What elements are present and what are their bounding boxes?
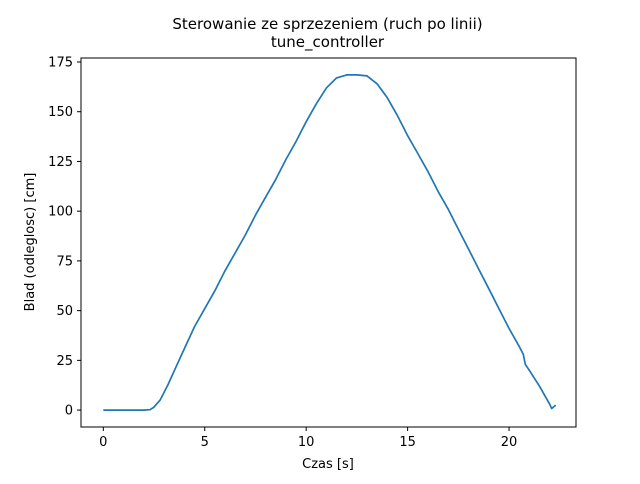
x-tick-label: 5 bbox=[201, 435, 209, 450]
y-tick-label: 125 bbox=[48, 155, 73, 170]
plot-area-frame bbox=[80, 57, 577, 428]
y-tick-label: 175 bbox=[48, 55, 73, 70]
x-tick-label: 15 bbox=[399, 435, 416, 450]
y-axis-label: Blad (odleglosc) [cm] bbox=[23, 173, 38, 312]
x-axis-ticks: 0 5 10 15 20 bbox=[99, 427, 517, 450]
y-tick-label: 75 bbox=[56, 254, 73, 269]
y-tick-label: 150 bbox=[48, 105, 73, 120]
series-layer bbox=[103, 74, 557, 411]
y-tick-label: 0 bbox=[65, 404, 73, 419]
x-tick-label: 0 bbox=[99, 435, 107, 450]
series-line bbox=[103, 74, 557, 411]
chart-subtitle: tune_controller bbox=[270, 33, 385, 51]
y-tick-label: 50 bbox=[56, 304, 73, 319]
y-tick-label: 25 bbox=[56, 354, 73, 369]
x-axis-label: Czas [s] bbox=[302, 457, 354, 472]
x-tick-label: 10 bbox=[298, 435, 315, 450]
y-axis-ticks: 0 25 50 75 100 125 150 175 bbox=[48, 55, 81, 419]
x-tick-label: 20 bbox=[501, 435, 518, 450]
y-tick-label: 100 bbox=[48, 205, 73, 220]
chart-title: Sterowanie ze sprzezeniem (ruch po linii… bbox=[172, 15, 483, 33]
